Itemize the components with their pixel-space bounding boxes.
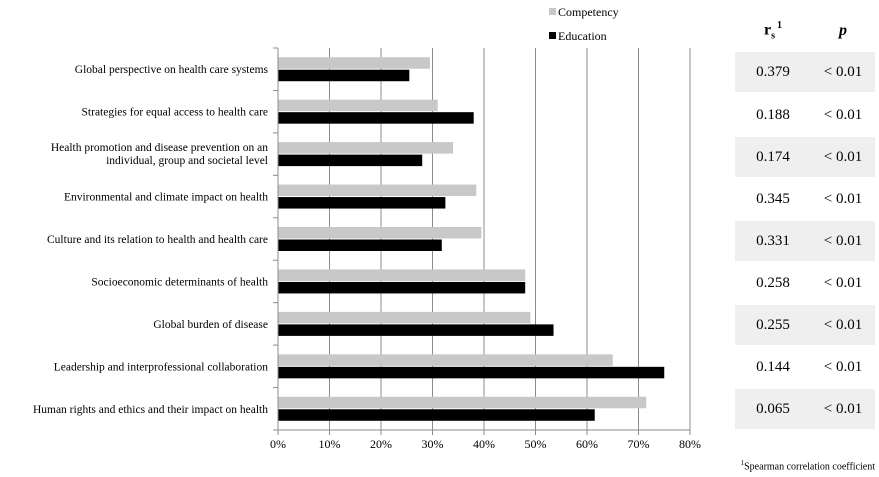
- rs-value: 0.331: [756, 232, 790, 249]
- bar-education: [278, 239, 442, 251]
- category-label: Leadership and interprofessional collabo…: [54, 361, 269, 373]
- statistics-panel: rs1 p 0.379 < 0.01 0.188 < 0.01 0.174 < 0.01 0…: [735, 8, 875, 429]
- rs-value: 0.188: [756, 106, 790, 123]
- p-value: < 0.01: [823, 274, 863, 291]
- category-label: Socioeconomic determinants of health: [91, 276, 268, 288]
- p-value: < 0.01: [823, 148, 863, 165]
- stat-row: 0.331 < 0.01: [735, 221, 875, 261]
- category-label: Environmental and climate impact on heal…: [64, 192, 268, 204]
- stat-row: 0.144 < 0.01: [735, 347, 875, 387]
- bar-education: [278, 112, 474, 124]
- stat-row: 0.258 < 0.01: [735, 263, 875, 303]
- rs-value: 0.379: [756, 63, 790, 80]
- x-tick-label: 10%: [319, 437, 341, 451]
- p-value: < 0.01: [823, 232, 863, 249]
- bar-education: [278, 69, 410, 82]
- bar-education: [278, 197, 446, 209]
- p-value: < 0.01: [823, 63, 863, 80]
- p-value: < 0.01: [823, 400, 863, 417]
- bar-chart: Global perspective on health care system…: [33, 5, 701, 451]
- bar-competency: [278, 227, 482, 239]
- stat-row: 0.345 < 0.01: [735, 179, 875, 219]
- bar-education: [278, 324, 554, 336]
- x-tick-label: 40%: [473, 437, 495, 451]
- bar-competency: [278, 311, 531, 324]
- stat-row: 0.379 < 0.01: [735, 52, 875, 92]
- stats-header: rs1 p: [735, 8, 875, 53]
- x-tick-label: 70%: [628, 437, 650, 451]
- category-label: Global perspective on health care system…: [75, 64, 269, 76]
- bar-education: [278, 154, 423, 167]
- bar-education: [278, 409, 595, 421]
- legend-label-competency: Competency: [558, 5, 619, 19]
- bar-competency: [278, 99, 438, 112]
- bar-education: [278, 281, 526, 294]
- x-tick-label: 0%: [270, 437, 286, 451]
- bar-competency: [278, 396, 647, 409]
- legend-swatch-education: [549, 32, 556, 39]
- category-label: Culture and its relation to health and h…: [47, 234, 268, 246]
- category-label: Strategies for equal access to health ca…: [82, 107, 268, 119]
- bar-competency: [278, 184, 477, 197]
- rs-value: 0.345: [756, 190, 790, 207]
- footnote: 1Spearman correlation coefficient: [740, 459, 875, 473]
- x-tick-label: 80%: [679, 437, 701, 451]
- category-label: Global burden of disease: [153, 319, 268, 331]
- bar-competency: [278, 142, 454, 154]
- stat-row: 0.174 < 0.01: [735, 137, 875, 177]
- bar-competency: [278, 57, 430, 69]
- stat-row: 0.255 < 0.01: [735, 305, 875, 345]
- p-value: < 0.01: [823, 190, 863, 207]
- rs-column-header: rs1: [763, 19, 782, 42]
- p-value: < 0.01: [823, 106, 863, 123]
- stat-row: 0.065 < 0.01: [735, 389, 875, 429]
- rs-value: 0.144: [756, 358, 790, 375]
- rs-value: 0.174: [756, 148, 790, 165]
- x-tick-label: 20%: [370, 437, 392, 451]
- p-value: < 0.01: [823, 316, 863, 333]
- bar-competency: [278, 269, 526, 281]
- rs-value: 0.258: [756, 274, 790, 291]
- p-value: < 0.01: [823, 358, 863, 375]
- legend-label-education: Education: [558, 29, 607, 43]
- category-label: Human rights and ethics and their impact…: [33, 404, 268, 416]
- rs-value: 0.255: [756, 316, 790, 333]
- x-tick-label: 60%: [576, 437, 598, 451]
- legend-swatch-competency: [549, 8, 556, 15]
- category-label: Health promotion and disease prevention …: [51, 142, 268, 167]
- stat-row: 0.188 < 0.01: [735, 95, 875, 135]
- rs-value: 0.065: [756, 400, 790, 417]
- x-tick-label: 50%: [525, 437, 547, 451]
- x-tick-label: 30%: [422, 437, 444, 451]
- bar-competency: [278, 354, 613, 366]
- p-column-header: p: [839, 21, 847, 39]
- bar-education: [278, 366, 665, 379]
